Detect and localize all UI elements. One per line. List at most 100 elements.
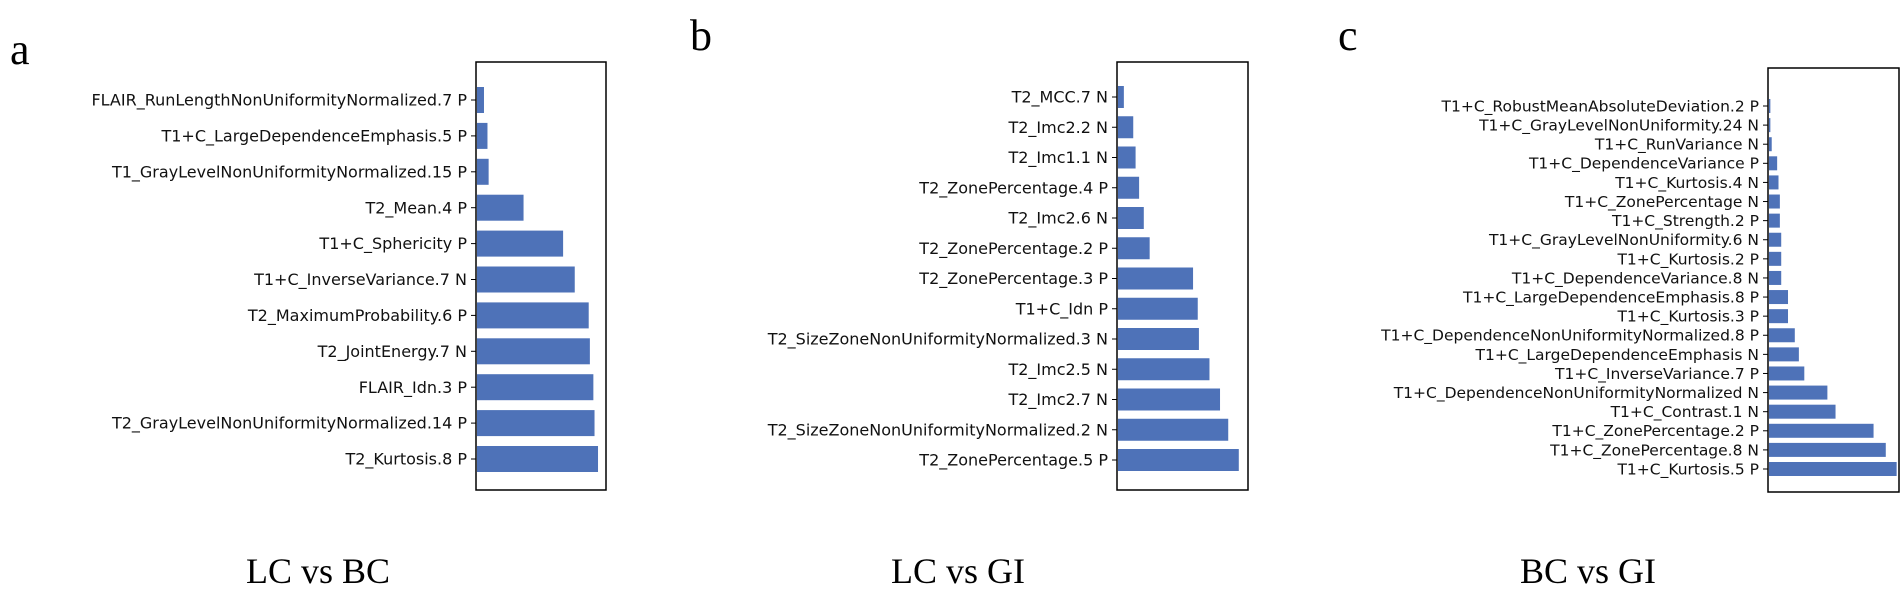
bar [1118,267,1194,290]
chart-panel-a: a LC vs BC FLAIR_RunLengthNonUniformityNor… [10,25,607,591]
y-tick-label: T1+C_RobustMeanAbsoluteDeviation.2 P [1441,97,1759,116]
bar [1118,297,1198,320]
y-tick-label: T1+C_DependenceVariance P [1528,155,1759,174]
y-tick-label: T1+C_ZonePercentage.8 N [1549,441,1759,460]
bar [477,446,599,472]
plot-frame [1767,67,1900,493]
bar [1118,146,1136,169]
bar [1769,462,1897,476]
bar [1118,418,1229,441]
y-tick-label: T2_ZonePercentage.3 P [918,269,1108,289]
bar [1769,423,1874,438]
y-tick-label: T2_SizeZoneNonUniformityNormalized.3 N [767,330,1108,350]
bar [1769,309,1789,324]
panel-caption: LC vs GI [891,551,1025,591]
bar [1118,449,1239,471]
bar [1769,328,1795,343]
bar [477,374,594,401]
plot-frame [475,61,607,491]
bar [477,158,489,185]
y-tick-label: T2_Imc2.7 N [1007,390,1108,410]
bar [477,230,564,257]
y-tick-label: T2_Mean.4 P [364,198,467,218]
y-tick-label: T1+C_InverseVariance.7 P [1554,365,1759,384]
bar [477,338,590,365]
bar [1769,175,1779,190]
y-tick-label: T2_MaximumProbability.6 P [247,306,467,326]
y-tick-label: T2_Imc2.5 N [1007,360,1108,380]
y-tick-label: T2_ZonePercentage.2 P [918,239,1108,259]
bar [1118,358,1210,381]
y-tick-label: T1+C_ZonePercentage N [1564,193,1759,212]
panel-letter: b [690,11,712,60]
y-tick-label: T1+C_GrayLevelNonUniformity.6 N [1488,231,1759,250]
bar [1118,388,1221,411]
chart-panel-b: b LC vs GI T2_MCC.7 N T2_Imc2.2 N T2_Imc1.1 … [690,11,1249,591]
bar [477,194,524,221]
bar [1769,366,1805,381]
bar [1769,251,1782,266]
y-tick-label: T2_Imc1.1 N [1007,148,1108,168]
y-tick-label: T2_Kurtosis.8 P [344,450,467,470]
y-tick-label: T1+C_Sphericity P [318,234,467,254]
y-tick-label: T2_Imc2.6 N [1007,209,1108,229]
y-tick-label: T1+C_Kurtosis.4 N [1614,174,1759,193]
y-tick-label: T2_MCC.7 N [1011,88,1108,108]
bar [1769,404,1836,419]
panel-letter: a [10,25,30,74]
y-tick-label: T1+C_Kurtosis.2 P [1616,250,1759,269]
bar [1769,156,1778,171]
y-tick-label: T1+C_RunVariance N [1594,136,1759,155]
y-tick-label: FLAIR_RunLengthNonUniformityNormalized.7… [91,91,467,111]
y-tick-label: T1+C_ZonePercentage.2 P [1551,422,1759,441]
panel-letter: c [1338,11,1358,60]
y-tick-label: T1+C_Kurtosis.3 P [1616,308,1759,327]
y-tick-label: T2_Imc2.2 N [1007,118,1108,138]
bar [1769,213,1780,228]
bar [1769,385,1828,400]
bar [477,302,589,329]
bar [1769,194,1780,209]
bar [1769,347,1799,362]
y-tick-label: T1+C_LargeDependenceEmphasis N [1475,346,1759,365]
y-tick-label: FLAIR_Idn.3 P [359,378,468,398]
bar [477,266,575,293]
bar [477,410,595,437]
y-tick-label: T2_JointEnergy.7 N [317,342,467,362]
bar [1769,137,1772,152]
bar [477,87,484,113]
bar [1118,86,1124,108]
bar [1769,290,1789,305]
panel-caption: LC vs BC [246,551,390,591]
y-tick-label: T1+C_Idn P [1015,299,1109,319]
y-tick-label: T2_ZonePercentage.5 P [918,451,1108,471]
bar [1118,176,1140,199]
bar [477,122,488,149]
y-tick-label: T2_ZonePercentage.4 P [918,178,1108,198]
y-tick-label: T1+C_DependenceVariance.8 N [1511,269,1759,288]
y-tick-label: T1+C_Kurtosis.5 P [1616,460,1759,479]
y-tick-label: T1_GrayLevelNonUniformityNormalized.15 P [111,162,467,182]
y-tick-label: T1+C_DependenceNonUniformityNormalized N [1393,384,1759,403]
bar [1769,232,1782,247]
y-tick-label: T1+C_InverseVariance.7 N [253,270,467,290]
bar [1118,237,1150,260]
bar [1118,207,1144,229]
bar [1118,328,1199,350]
y-tick-label: T1+C_Strength.2 P [1611,212,1759,231]
bar [1769,270,1782,285]
y-tick-label: T1+C_DependenceNonUniformityNormalized.8… [1380,327,1759,346]
y-tick-label: T2_SizeZoneNonUniformityNormalized.2 N [767,420,1108,440]
bar [1769,99,1771,113]
plot-frame [1116,61,1249,491]
bar [1118,116,1134,139]
bar [1769,118,1771,133]
y-tick-label: T1+C_GrayLevelNonUniformity.24 N [1478,117,1759,136]
y-tick-label: T1+C_Contrast.1 N [1610,403,1759,422]
y-tick-label: T1+C_LargeDependenceEmphasis.8 P [1462,288,1759,307]
bar [1769,442,1886,457]
y-tick-label: T1+C_LargeDependenceEmphasis.5 P [160,127,467,147]
y-tick-label: T2_GrayLevelNonUniformityNormalized.14 P [111,414,467,434]
panel-caption: BC vs GI [1520,551,1656,591]
